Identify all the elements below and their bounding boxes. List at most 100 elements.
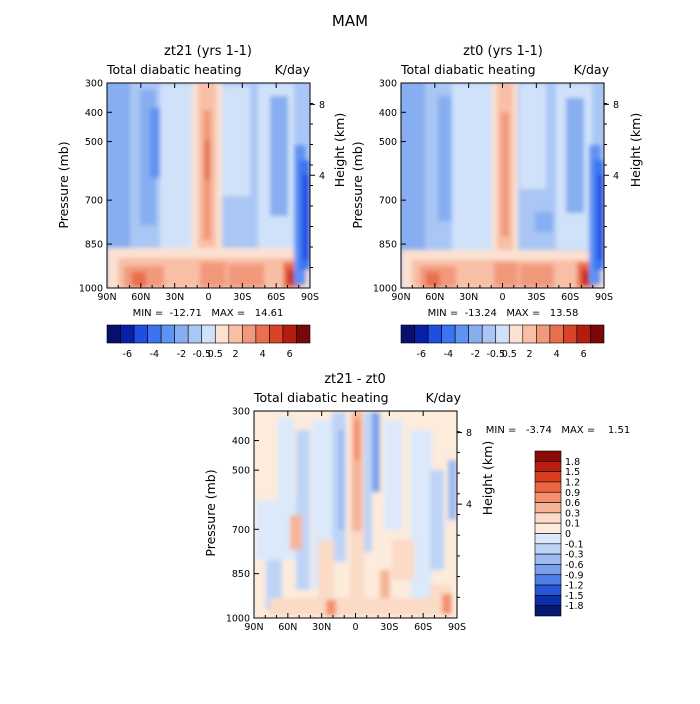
y-axis: 300 400 500 700 850 1000 8 4 <box>373 79 619 295</box>
colorbar-label: 6 <box>287 349 293 360</box>
colorbar-label: 0 <box>565 529 571 540</box>
colorbar-label: 1.8 <box>565 457 580 468</box>
colorbar-label: -6 <box>417 349 426 360</box>
min-max-readout: MIN = -3.74 MAX = 1.51 <box>486 425 630 436</box>
y-axis-label: Pressure (mb) <box>203 469 218 556</box>
panel-title: zt21 - zt0 <box>324 372 386 387</box>
colorbar-swatch <box>534 450 562 462</box>
x-tick-label: 60N <box>278 622 297 633</box>
colorbar-swatch <box>282 324 297 344</box>
panel-subtitle: Total diabatic heating <box>253 390 389 405</box>
colorbar-label: -0.5 <box>192 349 211 360</box>
colorbar-swatch <box>427 324 442 344</box>
colorbar-swatch <box>534 481 562 493</box>
y-tick-label: 500 <box>379 137 397 148</box>
colorbar-label: -2 <box>471 349 480 360</box>
y-axis-label: Pressure (mb) <box>350 141 365 228</box>
panel-title: zt0 (yrs 1-1) <box>463 44 543 59</box>
colorbar-swatch <box>590 324 605 344</box>
colorbar-label: 0.5 <box>208 349 223 360</box>
colorbar-swatch <box>536 324 551 344</box>
colorbar-label: 0.1 <box>565 519 580 530</box>
min-max-readout: MIN = -13.24 MAX = 13.58 <box>428 308 579 319</box>
colorbar-swatch <box>454 324 469 344</box>
x-tick-label: 30N <box>459 292 478 303</box>
colorbar-swatch <box>534 533 562 545</box>
colorbar-swatch <box>481 324 497 344</box>
panel-title: zt21 (yrs 1-1) <box>164 44 252 59</box>
panel-difference: zt21 - zt0 Total diabatic heating K/day <box>203 372 630 633</box>
colorbar-swatch <box>174 324 189 344</box>
colorbar-swatch <box>468 324 483 344</box>
y-right-tick-label: 4 <box>319 171 325 182</box>
y-right-tick-label: 4 <box>613 171 619 182</box>
colorbar-swatch <box>534 512 562 524</box>
figure-title: MAM <box>332 12 368 30</box>
heatmap-field <box>107 83 310 288</box>
colorbar-label: -0.6 <box>565 560 584 571</box>
colorbar-swatch <box>522 324 537 344</box>
x-tick-label: 30S <box>527 292 545 303</box>
x-tick-label: 30N <box>312 622 331 633</box>
colorbar-swatch <box>414 324 429 344</box>
x-tick-label: 30S <box>233 292 251 303</box>
colorbar-label: -6 <box>123 349 132 360</box>
y-tick-label: 300 <box>379 79 397 90</box>
x-tick-label: 0 <box>499 292 505 303</box>
y-tick-label: 400 <box>85 108 103 119</box>
y-right-tick-label: 8 <box>466 428 472 439</box>
x-tick-label: 90S <box>595 292 613 303</box>
y-tick-label: 400 <box>232 436 250 447</box>
panel-units: K/day <box>275 62 311 77</box>
colorbar-swatch <box>534 584 562 596</box>
y-tick-label: 500 <box>85 137 103 148</box>
y-axis: 300 400 500 700 850 1000 8 4 <box>226 407 472 625</box>
colorbar-label: 2 <box>527 349 533 360</box>
y-axis-right-label: Height (km) <box>332 113 347 187</box>
colorbar-label: 0.6 <box>565 498 580 509</box>
colorbar-swatch <box>563 324 578 344</box>
panel-subtitle: Total diabatic heating <box>400 62 536 77</box>
colorbar-swatch <box>147 324 162 344</box>
colorbar-swatch <box>534 553 562 565</box>
colorbar-swatch <box>242 324 257 344</box>
min-max-readout: MIN = -12.71 MAX = 14.61 <box>133 308 284 319</box>
colorbar-swatch <box>269 324 284 344</box>
panel-units: K/day <box>574 62 610 77</box>
x-tick-label: 30S <box>380 622 398 633</box>
x-axis: 90N 60N 30N 0 30S 60S 90S <box>391 83 613 303</box>
colorbar-label: -0.9 <box>565 570 584 581</box>
colorbar-label: 0.3 <box>565 508 580 519</box>
x-tick-label: 0 <box>205 292 211 303</box>
y-tick-label: 700 <box>232 525 250 536</box>
y-tick-label: 850 <box>379 240 397 251</box>
panel-subtitle: Total diabatic heating <box>106 62 242 77</box>
y-right-tick-label: 8 <box>613 100 619 111</box>
colorbar-swatch <box>534 564 562 576</box>
y-tick-label: 300 <box>85 79 103 90</box>
colorbar-swatch <box>534 461 562 472</box>
panel-zt0: zt0 (yrs 1-1) Total diabatic heating K/d… <box>350 44 643 360</box>
colorbar-label: -4 <box>150 349 159 360</box>
colorbar-label: -4 <box>444 349 453 360</box>
y-axis-label: Pressure (mb) <box>56 141 71 228</box>
x-axis: 90N 60N 30N 0 30S 60S 90S <box>97 83 319 303</box>
y-tick-label: 500 <box>232 466 250 477</box>
x-tick-label: 90S <box>301 292 319 303</box>
colorbar-swatch <box>508 324 524 344</box>
colorbar-swatch <box>133 324 148 344</box>
x-tick-label: 60S <box>561 292 579 303</box>
colorbar-label: 4 <box>260 349 266 360</box>
colorbar-label: -2 <box>177 349 186 360</box>
colorbar: -6 -4 -2 -0.50.5 2 4 6 <box>400 324 605 360</box>
x-tick-label: 30N <box>165 292 184 303</box>
y-tick-label: 1000 <box>373 284 397 295</box>
y-tick-label: 300 <box>232 407 250 418</box>
panel-units: K/day <box>426 390 462 405</box>
colorbar-label: -1.2 <box>565 581 584 592</box>
x-tick-label: 60S <box>267 292 285 303</box>
colorbar-swatch <box>255 324 270 344</box>
colorbar-swatch <box>534 522 562 534</box>
colorbar-swatch <box>120 324 135 344</box>
x-tick-label: 90N <box>97 292 116 303</box>
